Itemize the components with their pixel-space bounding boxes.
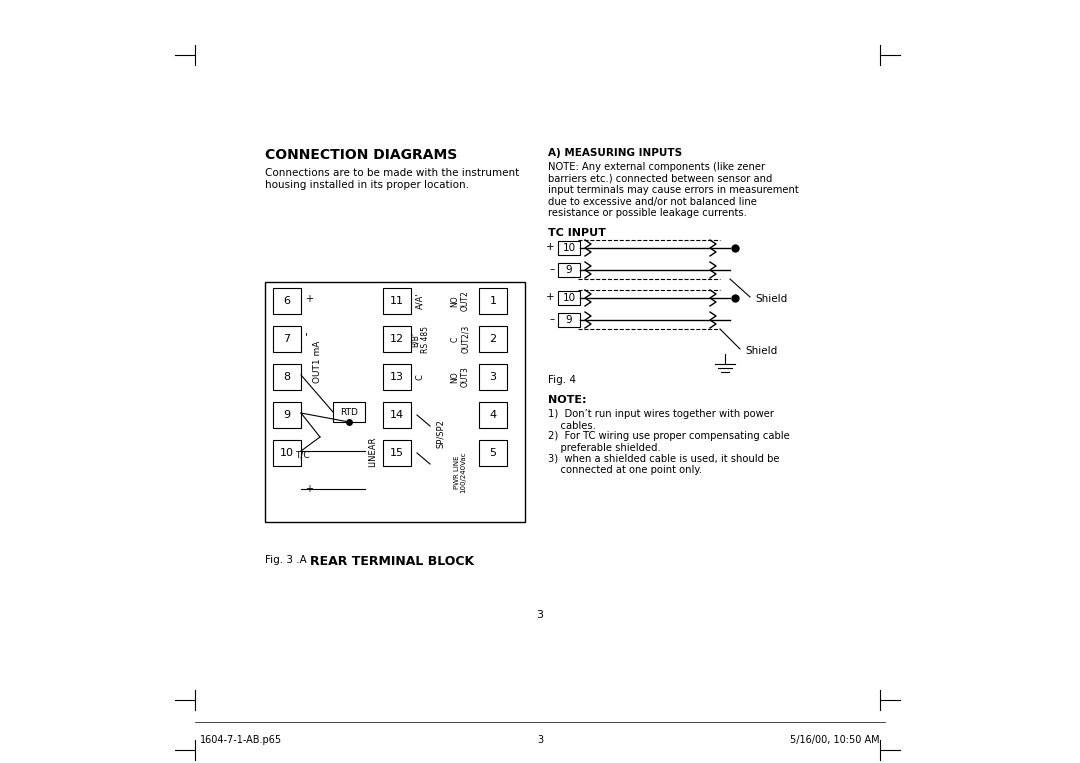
Text: CONNECTION DIAGRAMS: CONNECTION DIAGRAMS: [265, 148, 457, 162]
Text: 5: 5: [489, 448, 497, 458]
Bar: [273, 440, 301, 466]
Text: 6: 6: [284, 296, 291, 306]
Text: 9: 9: [566, 265, 572, 275]
Text: NO
OUT3: NO OUT3: [450, 366, 470, 388]
Text: A) MEASURING INPUTS: A) MEASURING INPUTS: [548, 148, 683, 158]
Bar: [480, 440, 507, 466]
Text: 3)  when a shielded cable is used, it should be
    connected at one point only.: 3) when a shielded cable is used, it sho…: [548, 453, 780, 475]
Bar: [273, 326, 301, 352]
Bar: [333, 402, 365, 422]
Text: Fig. 3 .A: Fig. 3 .A: [265, 555, 307, 565]
Text: +: +: [305, 294, 313, 304]
Text: 5/16/00, 10:50 AM: 5/16/00, 10:50 AM: [791, 735, 880, 745]
Text: Shield: Shield: [755, 294, 787, 304]
Bar: [480, 288, 507, 314]
Bar: [558, 263, 580, 277]
Bar: [273, 288, 301, 314]
Text: 8: 8: [283, 372, 291, 382]
Text: +: +: [546, 242, 555, 252]
Text: 3: 3: [489, 372, 497, 382]
Text: ': ': [305, 332, 308, 342]
Text: 1)  Don’t run input wires together with power
    cables.: 1) Don’t run input wires together with p…: [548, 409, 774, 430]
Bar: [480, 402, 507, 428]
Bar: [480, 326, 507, 352]
Text: 3: 3: [537, 735, 543, 745]
Text: 9: 9: [283, 410, 291, 420]
Text: Shield: Shield: [745, 346, 778, 356]
Text: 2)  For TC wiring use proper compensating cable
    preferable shielded.: 2) For TC wiring use proper compensating…: [548, 431, 789, 452]
Text: 1604-7-1-AB.p65: 1604-7-1-AB.p65: [200, 735, 282, 745]
Text: C: C: [416, 374, 424, 380]
Text: OUT1 mA: OUT1 mA: [312, 341, 322, 383]
Text: T/C: T/C: [295, 450, 310, 459]
Bar: [558, 241, 580, 255]
Bar: [273, 364, 301, 390]
Bar: [383, 402, 411, 428]
Text: 10: 10: [563, 293, 576, 303]
Text: PWR LINE
100/240Vac: PWR LINE 100/240Vac: [454, 451, 467, 493]
Text: 14: 14: [390, 410, 404, 420]
Text: 9: 9: [566, 315, 572, 325]
Text: B/B'
RS 485: B/B' RS 485: [410, 326, 430, 353]
Bar: [383, 364, 411, 390]
Bar: [383, 440, 411, 466]
Text: Connections are to be made with the instrument
housing installed in its proper l: Connections are to be made with the inst…: [265, 168, 519, 189]
Text: C
OUT2/3: C OUT2/3: [450, 325, 470, 353]
Text: TC INPUT: TC INPUT: [548, 228, 606, 238]
Text: Fig. 4: Fig. 4: [548, 375, 576, 385]
Text: –: –: [550, 314, 555, 324]
Bar: [558, 313, 580, 327]
Text: +: +: [305, 484, 313, 494]
Text: REAR TERMINAL BLOCK: REAR TERMINAL BLOCK: [310, 555, 474, 568]
Bar: [383, 326, 411, 352]
Text: A/A': A/A': [416, 293, 424, 309]
Text: 4: 4: [489, 410, 497, 420]
Bar: [383, 288, 411, 314]
Text: +: +: [546, 292, 555, 302]
Text: NOTE: Any external components (like zener
barriers etc.) connected between senso: NOTE: Any external components (like zene…: [548, 162, 799, 218]
Text: 11: 11: [390, 296, 404, 306]
Bar: [480, 364, 507, 390]
Bar: [273, 402, 301, 428]
Text: 15: 15: [390, 448, 404, 458]
Text: LINEAR: LINEAR: [368, 436, 378, 467]
Text: 13: 13: [390, 372, 404, 382]
Text: 12: 12: [390, 334, 404, 344]
Text: 3: 3: [537, 610, 543, 620]
Text: 7: 7: [283, 334, 291, 344]
Text: SP/SP2: SP/SP2: [435, 420, 445, 449]
Text: RTD: RTD: [340, 407, 357, 417]
Text: –: –: [550, 264, 555, 274]
Text: 10: 10: [280, 448, 294, 458]
Bar: [265, 282, 525, 522]
Bar: [558, 291, 580, 305]
Text: 1: 1: [489, 296, 497, 306]
Text: 10: 10: [563, 243, 576, 253]
Text: NOTE:: NOTE:: [548, 395, 586, 405]
Text: NO
OUT2: NO OUT2: [450, 291, 470, 311]
Text: 2: 2: [489, 334, 497, 344]
